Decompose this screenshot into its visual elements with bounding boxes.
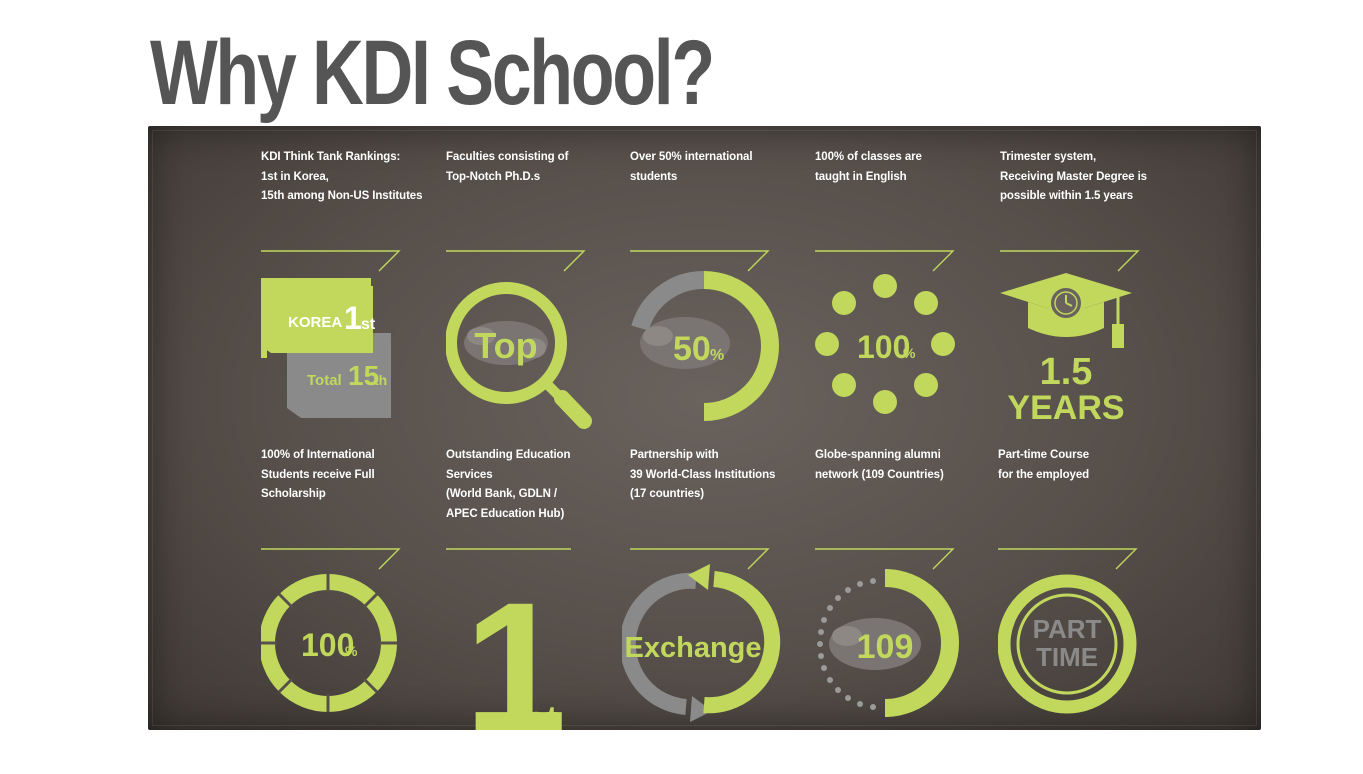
label-line: Students receive Full (261, 468, 375, 481)
fifteen-number: 15 (348, 360, 379, 391)
label-line: Trimester system, (1000, 151, 1097, 163)
fifteen-suffix: th (374, 372, 387, 388)
top-text: Top (474, 325, 537, 366)
part-time-clock-icon: PART TIME (998, 548, 1138, 714)
label-line: Faculties consisting of (446, 151, 569, 163)
fifty-number: 50 (673, 330, 711, 368)
label-line: 1st in Korea, (261, 170, 329, 183)
label-line: for the employed (998, 468, 1090, 481)
label-line: Part-time Course (998, 449, 1090, 461)
label-line: Globe-spanning alumni (815, 449, 941, 461)
magnifier-globe-icon: Top (446, 250, 592, 429)
percent-sign: % (345, 643, 358, 659)
item-label: Globe-spanning alumni network (109 Count… (815, 446, 993, 485)
total-text: Total (307, 372, 342, 389)
label-line: Outstanding Education (446, 449, 571, 461)
label-line: 100% of classes are (815, 151, 922, 163)
label-line: 39 World-Class Institutions (630, 468, 776, 481)
ranking-flags-icon: KOREA 1 st Total 15 th (261, 250, 401, 418)
label-line: (17 countries) (630, 488, 705, 500)
alumni-globe-icon: 109 (815, 548, 959, 717)
half-ring-globe-icon: 50 % (630, 250, 779, 421)
graduation-cap-clock-icon: 1.5 YEARS (1000, 250, 1140, 427)
label-line: taught in English (815, 170, 907, 183)
korea-text: KOREA (288, 314, 342, 331)
label-line: students (630, 170, 678, 183)
part-text: PART (1033, 614, 1102, 644)
label-line: 100% of International (261, 449, 375, 461)
item-label: Part-time Course for the employed (998, 446, 1176, 485)
item-label: KDI Think Tank Rankings: 1st in Korea, 1… (261, 148, 439, 207)
label-line: possible within 1.5 years (1000, 190, 1133, 202)
label-line: 15th among Non-US Institutes (261, 190, 423, 202)
item-label: 100% of International Students receive F… (261, 446, 439, 505)
exchange-arrows-icon: Exchange (622, 548, 781, 722)
label-line: Services (446, 468, 493, 481)
one-point-five: 1.5 (1040, 351, 1093, 393)
countries-number: 109 (857, 628, 914, 666)
label-line: Over 50% international (630, 151, 753, 163)
first-number: 1 (344, 300, 362, 336)
big-one: 1 (464, 565, 567, 730)
dot-circle-icon: 100 % (815, 250, 955, 414)
label-line: Partnership with (630, 449, 719, 461)
item-label: 100% of classes are taught in English (815, 148, 993, 187)
item-label: Outstanding Education Services (World Ba… (446, 446, 624, 524)
item-label: Over 50% international students (630, 148, 808, 187)
label-line: network (109 Countries) (815, 468, 944, 481)
page-title: Why KDI School? (150, 22, 715, 124)
label-line: Top-Notch Ph.D.s (446, 170, 541, 183)
item-label: Trimester system, Receiving Master Degre… (1000, 148, 1178, 207)
big-first-icon: 1 st (446, 548, 571, 730)
time-text: TIME (1036, 642, 1098, 672)
exchange-text: Exchange (625, 632, 762, 664)
label-line: Scholarship (261, 488, 326, 500)
label-line: (World Bank, GDLN / (446, 488, 557, 500)
label-line: Receiving Master Degree is (1000, 170, 1147, 183)
label-line: APEC Education Hub) (446, 507, 565, 520)
years-text: YEARS (1007, 389, 1124, 427)
first-suffix: st (526, 698, 558, 730)
segmented-ring-icon: 100 % (261, 548, 401, 712)
percent-sign: % (710, 347, 724, 364)
item-label: Partnership with 39 World-Class Institut… (630, 446, 808, 505)
hundred-number: 100 (301, 627, 354, 663)
label-line: KDI Think Tank Rankings: (261, 151, 401, 163)
infographic-board: KDI Think Tank Rankings: 1st in Korea, 1… (148, 126, 1261, 730)
first-suffix: st (361, 316, 376, 333)
item-label: Faculties consisting of Top-Notch Ph.D.s (446, 148, 624, 187)
percent-sign: % (903, 345, 916, 361)
hundred-number: 100 (857, 329, 910, 365)
